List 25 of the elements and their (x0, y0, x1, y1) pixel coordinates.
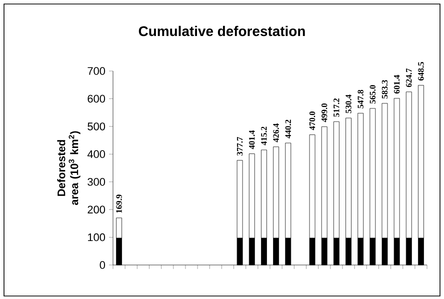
y-tick-label: 0 (100, 261, 106, 269)
total-label: 583.3 (382, 80, 388, 98)
total-label: 530.4 (346, 94, 352, 114)
y-tick-label: 200 (88, 206, 106, 214)
total-label: 517.2 (334, 98, 340, 117)
y-tick-label: 500 (88, 122, 106, 130)
total-label: 648.5 (418, 62, 424, 80)
y-tick-label: 400 (87, 150, 106, 158)
y-tick-label: 700 (88, 67, 106, 75)
total-label: 624.7 (406, 68, 412, 88)
y-tick-label: 100 (88, 233, 106, 242)
y-tick-label: 600 (88, 94, 106, 103)
total-label: 169.9 (116, 194, 122, 213)
total-label: 440.2 (285, 120, 292, 138)
y-tick-label: 300 (88, 178, 106, 186)
total-label: 601.4 (394, 74, 400, 94)
total-label: 426.4 (273, 123, 279, 142)
total-label: 499.0 (321, 103, 328, 122)
total-label: 547.8 (358, 90, 364, 108)
total-label: 565.0 (370, 85, 376, 104)
chart-title: Cumulative deforestation (138, 26, 305, 36)
total-label: 470.0 (309, 111, 316, 130)
total-label: 415.2 (261, 126, 267, 146)
total-label: 401.4 (249, 130, 255, 150)
total-label: 377.7 (236, 136, 243, 156)
